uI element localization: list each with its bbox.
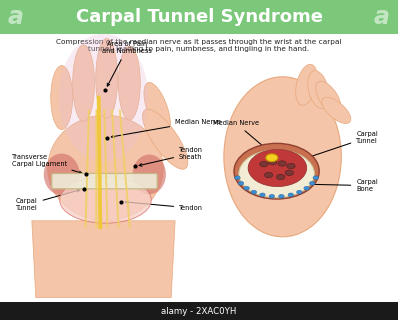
Text: Carpal
Tunnel: Carpal Tunnel <box>16 189 80 211</box>
Ellipse shape <box>238 181 244 185</box>
Ellipse shape <box>316 81 341 114</box>
Ellipse shape <box>142 109 188 169</box>
Text: a: a <box>374 5 390 29</box>
Ellipse shape <box>44 154 80 195</box>
Ellipse shape <box>96 38 118 118</box>
Ellipse shape <box>266 154 278 162</box>
Text: Tendon: Tendon <box>125 201 203 211</box>
Ellipse shape <box>276 174 285 180</box>
FancyBboxPatch shape <box>52 173 157 189</box>
Ellipse shape <box>60 177 151 223</box>
Ellipse shape <box>297 190 302 194</box>
Ellipse shape <box>239 150 314 198</box>
Ellipse shape <box>269 194 275 198</box>
Ellipse shape <box>51 66 72 130</box>
Ellipse shape <box>287 163 295 169</box>
Text: a: a <box>8 5 24 29</box>
Ellipse shape <box>59 34 148 162</box>
Text: Tendon
Sheath: Tendon Sheath <box>139 147 203 166</box>
Ellipse shape <box>304 186 309 190</box>
Polygon shape <box>32 221 175 298</box>
Ellipse shape <box>244 186 250 190</box>
Ellipse shape <box>288 193 294 197</box>
Ellipse shape <box>269 160 277 165</box>
Ellipse shape <box>285 170 293 175</box>
Text: tunnel, leading to pain, numbness, and tingling in the hand.: tunnel, leading to pain, numbness, and t… <box>88 46 310 52</box>
FancyBboxPatch shape <box>0 302 398 320</box>
Text: Median Nerve: Median Nerve <box>213 120 269 151</box>
Ellipse shape <box>248 149 307 187</box>
Ellipse shape <box>144 83 170 135</box>
Ellipse shape <box>224 77 341 237</box>
Text: Transverse
Carpal Ligament: Transverse Carpal Ligament <box>12 154 82 174</box>
Ellipse shape <box>133 155 166 194</box>
Ellipse shape <box>251 190 257 194</box>
Text: Median Nerve: Median Nerve <box>111 119 221 138</box>
Text: alamy - 2XAC0YH: alamy - 2XAC0YH <box>161 307 237 316</box>
Text: Carpal Tunnel Syndrome: Carpal Tunnel Syndrome <box>76 8 322 26</box>
Ellipse shape <box>234 176 240 180</box>
Ellipse shape <box>308 71 329 108</box>
Ellipse shape <box>259 193 265 197</box>
Ellipse shape <box>264 172 273 178</box>
Ellipse shape <box>313 176 319 180</box>
Text: Carpal
Tunnel: Carpal Tunnel <box>304 131 378 159</box>
FancyBboxPatch shape <box>0 0 398 34</box>
Ellipse shape <box>119 46 140 120</box>
Ellipse shape <box>279 194 284 198</box>
Text: Area of Pain
and Numbness: Area of Pain and Numbness <box>102 41 152 86</box>
Ellipse shape <box>310 181 315 185</box>
Ellipse shape <box>322 97 351 124</box>
Ellipse shape <box>296 64 317 105</box>
Ellipse shape <box>48 115 163 221</box>
Text: Compression of the median nerve as it passes through the wrist at the carpal: Compression of the median nerve as it pa… <box>56 39 342 45</box>
Text: Carpal
Bone: Carpal Bone <box>300 179 378 192</box>
Ellipse shape <box>278 161 286 166</box>
Ellipse shape <box>234 143 319 199</box>
Ellipse shape <box>259 162 268 167</box>
Ellipse shape <box>72 45 95 122</box>
